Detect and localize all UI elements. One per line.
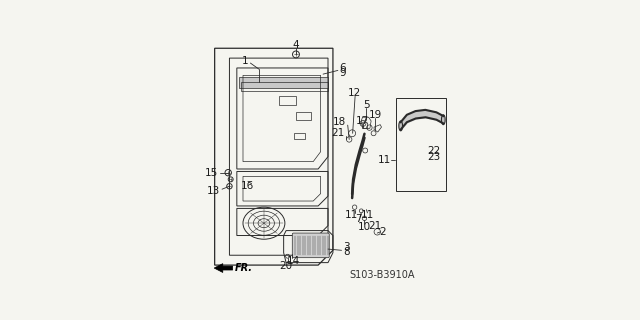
- Text: 4: 4: [292, 40, 300, 50]
- Text: 18: 18: [333, 117, 346, 127]
- Text: 20: 20: [280, 260, 292, 271]
- Text: 11: 11: [361, 210, 374, 220]
- Text: 19: 19: [369, 110, 382, 120]
- Text: 21: 21: [332, 128, 344, 138]
- Text: 11: 11: [378, 156, 391, 165]
- Text: 3: 3: [343, 242, 349, 252]
- Bar: [279, 96, 296, 105]
- Text: 14: 14: [287, 256, 300, 266]
- Text: FR.: FR.: [234, 263, 252, 273]
- Text: 6: 6: [340, 63, 346, 73]
- Text: 2: 2: [379, 227, 385, 237]
- Ellipse shape: [442, 115, 445, 124]
- Text: 23: 23: [427, 152, 440, 162]
- Bar: [296, 112, 311, 120]
- Text: 13: 13: [207, 186, 220, 196]
- Bar: [239, 76, 328, 88]
- Text: 12: 12: [348, 88, 361, 98]
- Ellipse shape: [399, 121, 403, 131]
- Text: 8: 8: [343, 247, 349, 257]
- Text: 11: 11: [345, 210, 358, 220]
- Text: 16: 16: [241, 181, 255, 191]
- Text: 15: 15: [205, 168, 218, 178]
- Bar: [241, 82, 328, 92]
- Text: 9: 9: [340, 68, 346, 78]
- Bar: [294, 133, 305, 140]
- Text: 10: 10: [358, 222, 371, 232]
- Text: 17: 17: [356, 116, 369, 126]
- Text: S103-B3910A: S103-B3910A: [349, 270, 415, 280]
- Text: 5: 5: [363, 100, 369, 110]
- Text: 7: 7: [355, 214, 362, 224]
- Bar: [396, 98, 446, 191]
- Polygon shape: [214, 264, 233, 273]
- Text: 1: 1: [242, 56, 249, 66]
- Text: 21: 21: [368, 221, 381, 231]
- FancyBboxPatch shape: [292, 233, 329, 258]
- Text: 22: 22: [427, 146, 440, 156]
